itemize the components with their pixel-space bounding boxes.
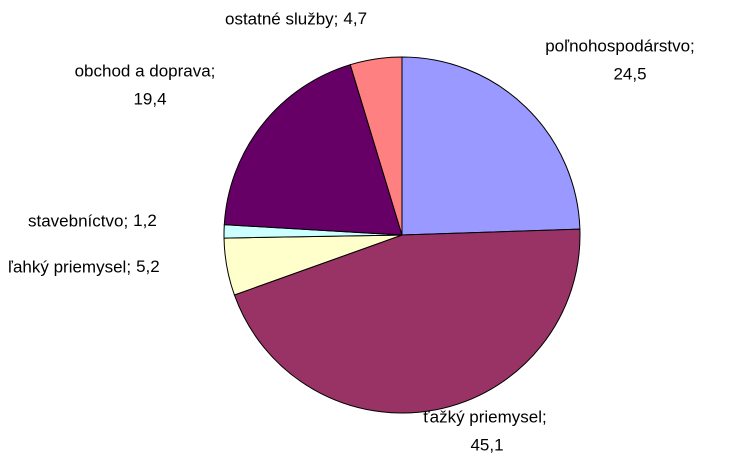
data-label: poľnohospodárstvo; <box>545 36 695 55</box>
data-label: ostatné služby; 4,7 <box>225 9 367 28</box>
data-label: ľahký priemysel; 5,2 <box>8 257 160 276</box>
data-label-value: 5,2 <box>136 257 160 276</box>
data-label: 24,5 <box>613 64 646 83</box>
pie-slice <box>233 228 581 414</box>
pie-slice <box>223 64 403 236</box>
data-label-value: 1,2 <box>133 211 157 230</box>
data-label-value: 4,7 <box>343 9 367 28</box>
pie-slice <box>401 56 581 236</box>
data-label: 45,1 <box>470 435 503 454</box>
data-label: stavebníctvo; 1,2 <box>28 211 157 230</box>
data-label: 19,4 <box>133 89 166 108</box>
pie-slice <box>349 56 403 236</box>
data-label: obchod a doprava; <box>75 61 216 80</box>
data-label: ťažký priemysel; <box>423 407 547 426</box>
